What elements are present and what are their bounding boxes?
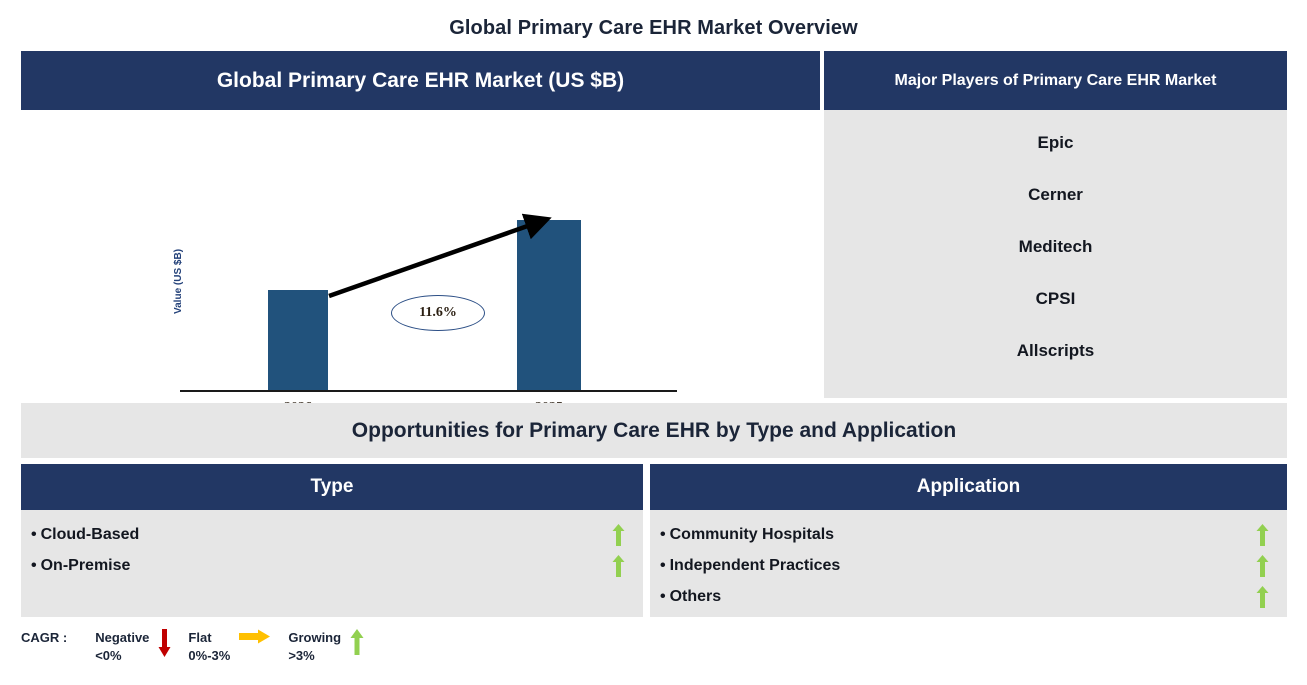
table-row: • Cloud-Based bbox=[21, 519, 643, 550]
major-players-list: Epic Cerner Meditech CPSI Allscripts bbox=[824, 110, 1287, 398]
table-row: • Community Hospitals bbox=[650, 519, 1287, 550]
major-players-panel-header: Major Players of Primary Care EHR Market bbox=[824, 51, 1287, 110]
page-title: Global Primary Care EHR Market Overview bbox=[449, 17, 858, 39]
application-row-label-text: Others bbox=[669, 587, 722, 605]
type-segment-header: Type bbox=[21, 464, 643, 510]
opportunities-band: Opportunities for Primary Care EHR by Ty… bbox=[21, 403, 1287, 458]
list-item: Epic bbox=[1037, 133, 1074, 152]
cagr-legend: CAGR : Negative <0% Flat 0%-3% Growing >… bbox=[21, 629, 381, 665]
legend-item-negative: Negative <0% bbox=[95, 629, 180, 665]
application-row-label: • Others bbox=[660, 588, 721, 606]
type-segment-body: • Cloud-Based • On-Premise bbox=[21, 510, 643, 617]
arrow-up-icon bbox=[612, 523, 625, 546]
table-row: • Others bbox=[650, 581, 1287, 612]
legend-growing-label: Growing bbox=[288, 630, 342, 645]
legend-item-flat: Flat 0%-3% bbox=[188, 629, 280, 665]
legend-flat-label: Flat bbox=[188, 630, 212, 645]
arrow-up-icon bbox=[1256, 585, 1269, 608]
bullet-icon: • bbox=[660, 556, 666, 574]
chart-x-axis-line bbox=[180, 390, 677, 392]
legend-growing-range: >3% bbox=[288, 648, 315, 663]
table-row: • Independent Practices bbox=[650, 550, 1287, 581]
type-segment-table: Type • Cloud-Based • On-Premise bbox=[21, 464, 643, 617]
legend-growing-text: Growing >3% bbox=[288, 629, 341, 665]
bullet-icon: • bbox=[31, 525, 37, 543]
list-item: Cerner bbox=[1028, 185, 1083, 204]
application-row-label: • Community Hospitals bbox=[660, 526, 834, 544]
application-segment-table: Application • Community Hospitals • Indepe… bbox=[650, 464, 1287, 617]
chart-y-axis-label: Value (US $B) bbox=[173, 248, 184, 314]
arrow-right-icon bbox=[239, 629, 271, 644]
legend-negative-label: Negative bbox=[95, 630, 150, 645]
chart-bar-2026 bbox=[268, 290, 328, 390]
application-row-label-text: Community Hospitals bbox=[669, 525, 835, 543]
chart-bar-2035 bbox=[517, 220, 581, 390]
legend-negative-text: Negative <0% bbox=[95, 629, 149, 665]
market-chart-panel-body: Value (US $B) 11.6% 2026 2035 Source : L… bbox=[21, 110, 820, 450]
bullet-icon: • bbox=[660, 587, 666, 605]
type-row-label-text: On-Premise bbox=[40, 556, 131, 574]
arrow-up-icon bbox=[612, 554, 625, 577]
legend-item-growing: Growing >3% bbox=[288, 629, 373, 665]
type-row-label-text: Cloud-Based bbox=[40, 525, 140, 543]
legend-flat-range: 0%-3% bbox=[188, 648, 231, 663]
bullet-icon: • bbox=[31, 556, 37, 574]
cagr-callout: 11.6% bbox=[391, 295, 485, 331]
market-chart-panel-header: Global Primary Care EHR Market (US $B) bbox=[21, 51, 820, 110]
opportunities-band-title: Opportunities for Primary Care EHR by Ty… bbox=[351, 418, 957, 442]
legend-negative-range: <0% bbox=[95, 648, 122, 663]
arrow-up-icon bbox=[1256, 554, 1269, 577]
market-chart-panel: Global Primary Care EHR Market (US $B) V… bbox=[21, 51, 820, 450]
arrow-down-icon bbox=[158, 629, 171, 657]
application-row-label-text: Independent Practices bbox=[669, 556, 841, 574]
arrow-up-icon bbox=[1256, 523, 1269, 546]
application-segment-body: • Community Hospitals • Independent Practi… bbox=[650, 510, 1287, 617]
application-row-label: • Independent Practices bbox=[660, 557, 840, 575]
table-row: • On-Premise bbox=[21, 550, 643, 581]
list-item: Meditech bbox=[1018, 237, 1093, 256]
list-item: Allscripts bbox=[1016, 341, 1095, 360]
legend-flat-text: Flat 0%-3% bbox=[188, 629, 230, 665]
growth-arrow-icon bbox=[328, 213, 552, 299]
major-players-panel: Major Players of Primary Care EHR Market… bbox=[824, 51, 1287, 398]
type-row-label: • Cloud-Based bbox=[31, 526, 139, 544]
arrow-up-icon bbox=[350, 629, 364, 655]
application-segment-header: Application bbox=[650, 464, 1287, 510]
cagr-legend-title: CAGR : bbox=[21, 630, 68, 645]
bullet-icon: • bbox=[660, 525, 666, 543]
type-row-label: • On-Premise bbox=[31, 557, 130, 575]
list-item: CPSI bbox=[1035, 289, 1076, 308]
bar-chart: Value (US $B) 11.6% 2026 2035 Source : L… bbox=[21, 110, 820, 450]
